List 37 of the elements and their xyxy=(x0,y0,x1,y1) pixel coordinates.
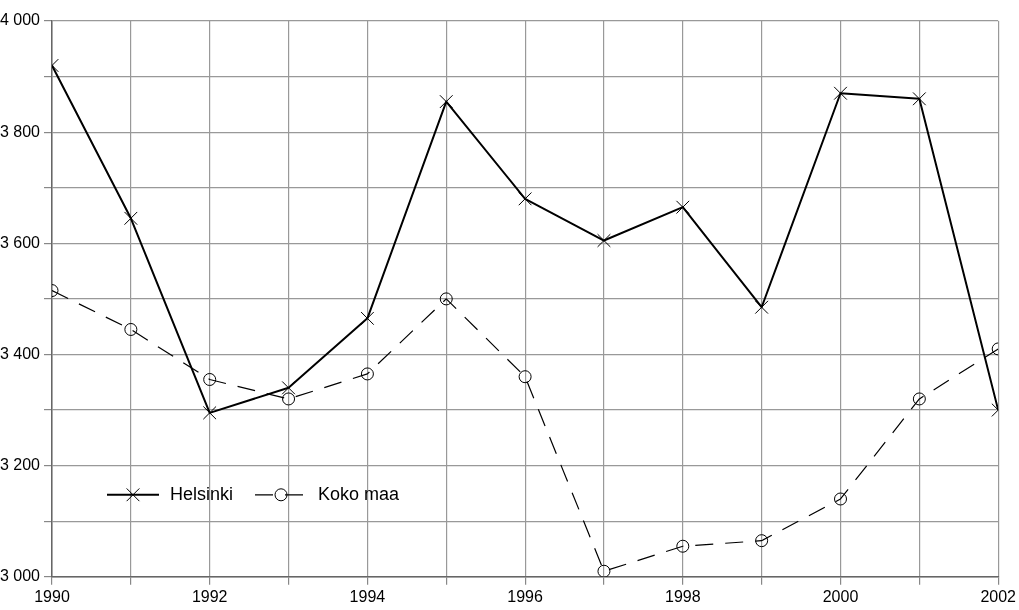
y-tick-label: 3 800 xyxy=(0,122,41,140)
x-tick-label: 2000 xyxy=(822,587,859,605)
y-tick-label: 3 200 xyxy=(0,456,41,474)
point xyxy=(360,311,375,326)
y-tick-label: 4 000 xyxy=(0,11,41,29)
x-tick-label: 1994 xyxy=(349,587,386,605)
y-tick-label: 3 600 xyxy=(0,233,41,251)
point xyxy=(281,380,296,395)
point xyxy=(597,564,611,577)
point xyxy=(754,300,769,315)
x-tick-label: 1998 xyxy=(665,587,701,605)
legend-label: Helsinki xyxy=(170,483,234,504)
point xyxy=(124,322,138,336)
point xyxy=(203,372,217,386)
point xyxy=(833,86,848,101)
point xyxy=(834,492,847,506)
y-tick-label: 3 400 xyxy=(0,344,41,362)
point xyxy=(675,200,690,215)
point xyxy=(282,392,296,406)
x-tick-label: 1996 xyxy=(507,587,543,605)
point xyxy=(676,539,690,553)
point xyxy=(518,370,532,384)
point xyxy=(439,292,453,306)
point xyxy=(755,534,769,548)
point xyxy=(360,367,374,381)
x-tick-label: 1992 xyxy=(191,587,228,605)
x-tick-label: 2002 xyxy=(980,587,1017,605)
point xyxy=(123,211,138,226)
x-tick-label: 1990 xyxy=(34,587,70,605)
point xyxy=(912,91,927,106)
point xyxy=(518,191,532,206)
point xyxy=(439,94,454,109)
point xyxy=(597,233,611,248)
point xyxy=(202,405,217,420)
y-tick-label: 3 000 xyxy=(0,567,41,585)
legend-label: Koko maa xyxy=(318,483,401,504)
point xyxy=(912,392,926,406)
